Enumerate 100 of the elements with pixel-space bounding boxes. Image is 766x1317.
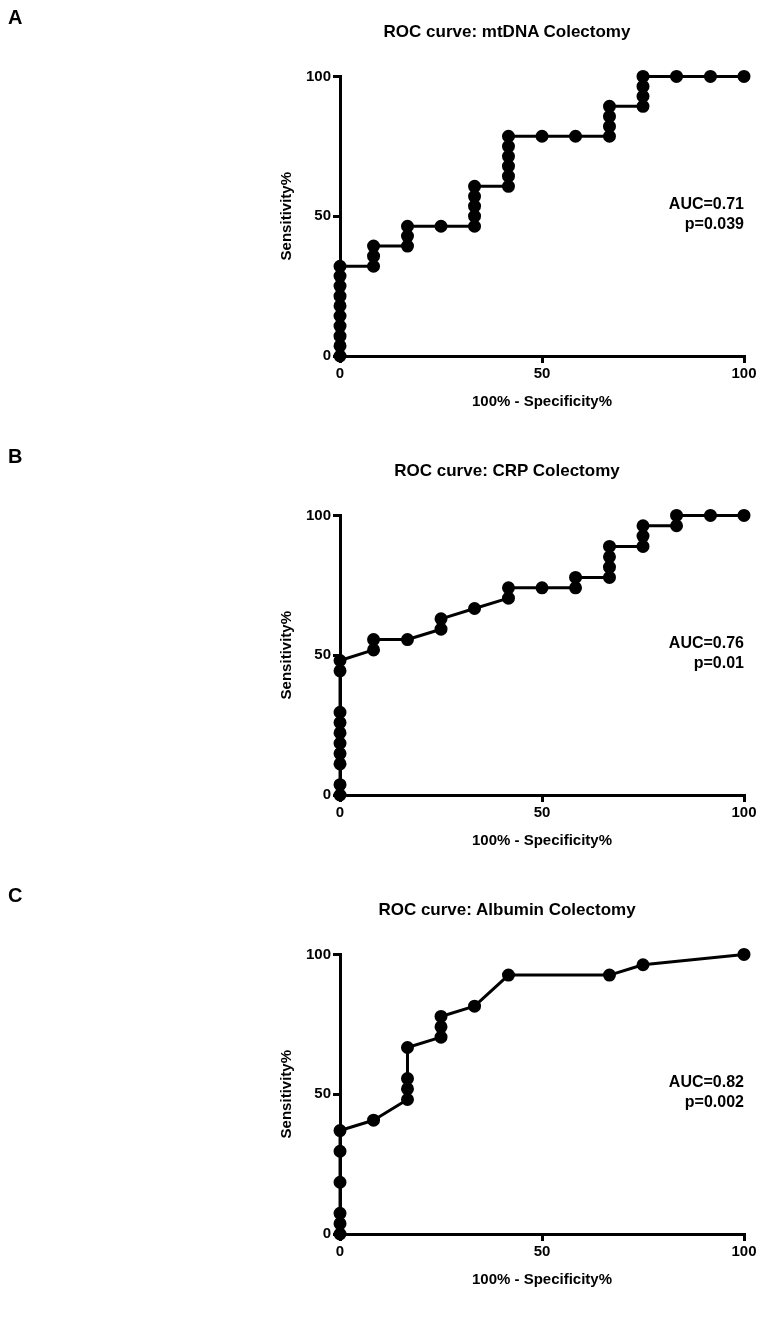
point <box>602 539 616 553</box>
point <box>602 550 616 564</box>
annotation: AUC=0.76 <box>668 634 745 652</box>
text: C <box>8 884 23 907</box>
y-tick-label: 50 <box>314 206 332 224</box>
x-tick-label: 0 <box>335 364 345 382</box>
point <box>400 1082 414 1096</box>
x-tick-label: 50 <box>533 1242 551 1260</box>
point <box>636 69 650 83</box>
point <box>333 1175 347 1189</box>
point <box>535 129 549 143</box>
point <box>333 1124 347 1138</box>
y-tick-label: 100 <box>306 944 332 962</box>
y-axis-title: Sensitivity% <box>277 1050 295 1139</box>
point <box>602 570 616 584</box>
chart-title: ROC curve: Albumin Colectomy <box>378 899 637 919</box>
annotation: p=0.002 <box>684 1093 745 1111</box>
point <box>670 508 684 522</box>
point <box>333 664 347 678</box>
point <box>400 239 414 253</box>
x-tick-label: 50 <box>533 803 551 821</box>
point <box>367 633 381 647</box>
point <box>333 654 347 668</box>
point <box>434 612 448 626</box>
point <box>569 129 583 143</box>
point <box>670 69 684 83</box>
point <box>333 788 347 802</box>
annotation: AUC=0.71 <box>668 195 745 213</box>
point <box>400 1041 414 1055</box>
x-tick-label: 0 <box>335 803 345 821</box>
point <box>400 229 414 243</box>
chart-title: ROC curve: mtDNA Colectomy <box>383 21 631 41</box>
point <box>333 289 347 303</box>
point <box>501 968 515 982</box>
point <box>333 1206 347 1220</box>
point <box>737 947 751 961</box>
point <box>434 1020 448 1034</box>
point <box>501 129 515 143</box>
point <box>333 747 347 761</box>
annotation: p=0.01 <box>693 654 745 672</box>
point <box>602 968 616 982</box>
point <box>333 705 347 719</box>
text: A <box>8 6 23 29</box>
point <box>602 560 616 574</box>
point <box>602 129 616 143</box>
point <box>501 159 515 173</box>
x-axis-title: 100% - Specificity% <box>471 392 613 410</box>
x-tick-label: 100 <box>731 1242 757 1260</box>
point <box>367 239 381 253</box>
point <box>501 149 515 163</box>
point <box>737 69 751 83</box>
point <box>636 79 650 93</box>
annotation: AUC=0.82 <box>668 1073 745 1091</box>
point <box>333 1227 347 1241</box>
y-tick-label: 100 <box>306 505 332 523</box>
point <box>333 778 347 792</box>
point <box>333 736 347 750</box>
point <box>333 279 347 293</box>
text: B <box>8 445 23 468</box>
x-axis-title: 100% - Specificity% <box>471 1270 613 1288</box>
point <box>501 581 515 595</box>
x-tick-label: 0 <box>335 1242 345 1260</box>
point <box>569 570 583 584</box>
point <box>468 199 482 213</box>
point <box>367 249 381 263</box>
point <box>670 519 684 533</box>
point <box>333 349 347 363</box>
point <box>501 179 515 193</box>
point <box>333 716 347 730</box>
point <box>636 958 650 972</box>
point <box>333 329 347 343</box>
y-tick-label: 50 <box>314 1084 332 1102</box>
point <box>468 189 482 203</box>
point <box>367 1113 381 1127</box>
point <box>636 519 650 533</box>
point <box>468 209 482 223</box>
y-axis-title: Sensitivity% <box>277 611 295 700</box>
point <box>602 109 616 123</box>
point <box>501 591 515 605</box>
point <box>400 1072 414 1086</box>
point <box>333 726 347 740</box>
y-tick-label: 100 <box>306 66 332 84</box>
point <box>468 602 482 616</box>
point <box>535 581 549 595</box>
point <box>333 1217 347 1231</box>
point <box>434 219 448 233</box>
point <box>367 643 381 657</box>
point <box>636 99 650 113</box>
annotation: p=0.039 <box>684 215 745 233</box>
point <box>333 1144 347 1158</box>
y-axis-title: Sensitivity% <box>277 172 295 261</box>
point <box>333 319 347 333</box>
y-tick-label: 50 <box>314 645 332 663</box>
point <box>400 1093 414 1107</box>
x-axis-title: 100% - Specificity% <box>471 831 613 849</box>
point <box>501 169 515 183</box>
point <box>333 309 347 323</box>
point <box>333 757 347 771</box>
chart-title: ROC curve: CRP Colectomy <box>394 460 621 480</box>
x-tick-label: 100 <box>731 364 757 382</box>
